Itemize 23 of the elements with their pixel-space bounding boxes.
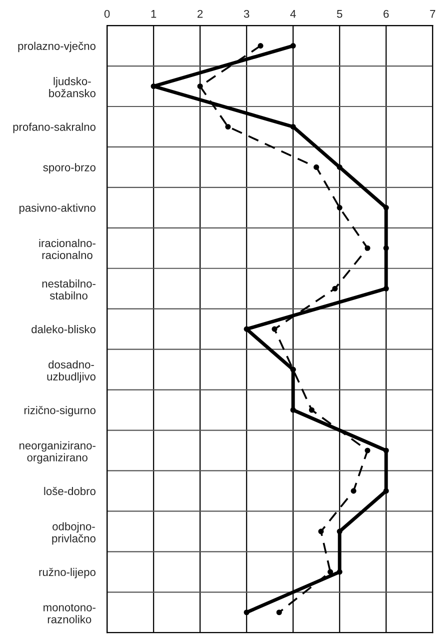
y-tick-label: odbojno- privlačno <box>52 522 96 545</box>
y-tick-label: ljudsko- božansko <box>49 77 96 98</box>
y-tick-label: ružno-lijepo <box>39 568 96 578</box>
x-tick-label: 2 <box>198 10 203 18</box>
x-tick-label: 1 <box>151 10 156 18</box>
x-tick-label: 0 <box>104 10 110 18</box>
x-tick-label: 7 <box>430 10 436 18</box>
y-tick-label: rizično-sigurno <box>24 406 96 416</box>
y-tick-label: nestabilno- stabilno <box>42 279 96 300</box>
y-tick-label: sporo-brzo <box>43 163 96 174</box>
x-tick-label: 4 <box>290 10 296 18</box>
y-tick-label: dosadno- uzbudljivo <box>47 360 96 383</box>
y-tick-label: prolazno-vječno <box>18 42 96 52</box>
y-tick-label: iracionalno- racionalno <box>39 238 96 260</box>
y-tick-label: daleko-blisko <box>32 325 96 334</box>
x-tick-label: 6 <box>384 10 389 18</box>
y-tick-label: loše-dobro <box>44 486 96 496</box>
x-tick-label: 3 <box>244 10 250 18</box>
y-tick-label: profano-sakralno <box>13 122 96 134</box>
y-tick-label: monotono- raznoliko <box>44 604 96 624</box>
x-tick-label: 5 <box>336 10 342 18</box>
y-tick-label: pasivno-aktivno <box>19 204 96 214</box>
y-tick-label: neorganizirano- organizirano <box>19 441 96 464</box>
